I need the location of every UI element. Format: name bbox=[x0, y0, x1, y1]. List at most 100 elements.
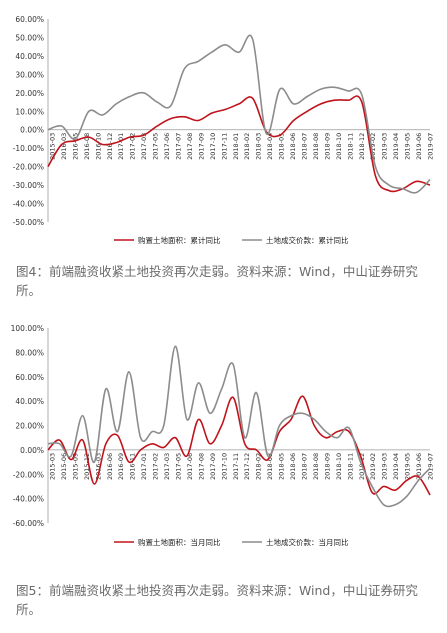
x-tick-label: 2018-05 bbox=[278, 133, 286, 160]
x-tick-label: 2017-02 bbox=[129, 133, 137, 160]
y-tick-label: 30.00% bbox=[15, 70, 44, 79]
x-tick-label: 2015-03 bbox=[48, 133, 56, 160]
y-tick-label: 60.00% bbox=[15, 15, 44, 24]
x-tick-label: 2019-02 bbox=[369, 453, 377, 480]
x-tick-label: 2019-06 bbox=[415, 453, 423, 480]
x-tick-label: 2017-05 bbox=[175, 453, 183, 480]
x-tick-label: 2019-05 bbox=[404, 133, 412, 160]
y-tick-label: 60.00% bbox=[15, 373, 44, 382]
y-tick-label: -10.00% bbox=[13, 144, 44, 153]
y-tick-label: 40.00% bbox=[15, 52, 44, 61]
chart-2: 100.00% 80.00% 60.00% 40.00% 20.00% 0.00% -20.… bbox=[6, 318, 441, 575]
y-tick-label: -60.00% bbox=[13, 519, 44, 528]
x-tick-label: 2019-04 bbox=[392, 453, 400, 480]
x-tick-label: 2019-04 bbox=[392, 133, 400, 160]
chart-1-svg: 60.00% 50.00% 40.00% 30.00% 20.00% 10.00% 0.00… bbox=[13, 15, 435, 245]
legend-label-2: 土地成交价款：累计同比 bbox=[266, 235, 349, 245]
x-tick-label: 2018-10 bbox=[335, 133, 343, 160]
y-tick-label: -40.00% bbox=[13, 495, 44, 504]
x-tick-label: 2017-09 bbox=[197, 133, 205, 160]
x-tick-label: 2017-03 bbox=[163, 453, 171, 480]
x-tick-label: 2017-08 bbox=[197, 453, 205, 480]
chart-2-caption: 图5：前端融资收紧土地投资再次走弱。资料来源：Wind，中山证券研究所。 bbox=[16, 583, 418, 617]
x-tick-label: 2017-07 bbox=[175, 133, 183, 160]
y-tick-label: 20.00% bbox=[15, 89, 44, 98]
y-tick-label: 10.00% bbox=[15, 107, 44, 116]
x-tick-label: 2018-12 bbox=[358, 133, 366, 160]
y-tick-label: -20.00% bbox=[13, 470, 44, 479]
y-tick-label: -50.00% bbox=[13, 218, 44, 227]
x-tick-label: 2018-03 bbox=[255, 133, 263, 160]
y-tick-label: -20.00% bbox=[13, 163, 44, 172]
x-tick-label: 2018-04 bbox=[266, 133, 274, 160]
x-tick-label: 2018-07 bbox=[301, 453, 309, 480]
x-tick-label: 2019-07 bbox=[427, 453, 435, 480]
x-tick-label: 2017-12 bbox=[243, 453, 251, 480]
x-tick-label: 2016-08 bbox=[83, 133, 91, 160]
x-tick-label: 2019-03 bbox=[381, 133, 389, 160]
x-tick-label: 2016-06 bbox=[106, 453, 114, 480]
x-tick-label: 2018-06 bbox=[289, 133, 297, 160]
x-tick-label: 2016-12 bbox=[106, 133, 114, 160]
legend-label-1: 购置土地面积：累计同比 bbox=[138, 235, 221, 245]
chart-1: 60.00% 50.00% 40.00% 30.00% 20.00% 10.00% 0.00… bbox=[6, 6, 441, 258]
x-tick-label: 2019-07 bbox=[427, 133, 435, 160]
legend-label-1: 购置土地面积：当月同比 bbox=[138, 537, 221, 547]
x-tick-label: 2015-06 bbox=[60, 453, 68, 480]
x-tick-label: 2017-05 bbox=[152, 133, 160, 160]
x-tick-label: 2018-11 bbox=[346, 453, 354, 480]
x-tick-label: 2016-10 bbox=[94, 133, 102, 160]
x-tick-label: 2018-10 bbox=[335, 453, 343, 480]
x-tick-label: 2019-06 bbox=[415, 133, 423, 160]
x-tick-label: 2016-03 bbox=[60, 133, 68, 160]
y-tick-label: 40.00% bbox=[15, 397, 44, 406]
x-tick-label: 2015-12 bbox=[83, 453, 91, 480]
x-tick-label: 2018-03 bbox=[266, 453, 274, 480]
x-tick-label: 2017-06 bbox=[163, 133, 171, 160]
x-tick-label: 2017-10 bbox=[209, 133, 217, 160]
x-tick-label: 2018-09 bbox=[323, 133, 331, 160]
x-tick-label: 2018-02 bbox=[255, 453, 263, 480]
x-tick-label: 2018-07 bbox=[301, 133, 309, 160]
x-tick-label: 2016-09 bbox=[117, 453, 125, 480]
x-tick-label: 2017-03 bbox=[140, 133, 148, 160]
x-tick-label: 2017-10 bbox=[220, 453, 228, 480]
x-tick-label: 2019-02 bbox=[369, 133, 377, 160]
x-tick-label: 2019-05 bbox=[404, 453, 412, 480]
x-tick-label: 2016-11 bbox=[129, 453, 137, 480]
x-tick-label: 2017-08 bbox=[186, 133, 194, 160]
x-tick-label: 2018-02 bbox=[243, 133, 251, 160]
y-tick-label: 50.00% bbox=[15, 33, 44, 42]
y-tick-label: 80.00% bbox=[15, 348, 44, 357]
series-line-2 bbox=[47, 345, 431, 508]
x-tick-label: 2018-11 bbox=[346, 133, 354, 160]
y-tick-label: 0.00% bbox=[20, 446, 44, 455]
x-tick-label: 2017-09 bbox=[209, 453, 217, 480]
y-tick-label: -40.00% bbox=[13, 200, 44, 209]
x-tick-label: 2017-01 bbox=[117, 133, 125, 160]
x-tick-label: 2018-01 bbox=[232, 133, 240, 160]
series-line-1 bbox=[47, 95, 431, 193]
chart-1-caption: 图4：前端融资收紧土地投资再次走弱。资料来源：Wind，中山证券研究所。 bbox=[16, 264, 418, 298]
x-tick-label: 2017-11 bbox=[220, 133, 228, 160]
x-tick-label: 2016-05 bbox=[71, 133, 79, 160]
chart-2-svg: 100.00% 80.00% 60.00% 40.00% 20.00% 0.00% -20.… bbox=[11, 324, 435, 547]
x-tick-label: 2017-11 bbox=[232, 453, 240, 480]
legend-label-2: 土地成交价款：当月同比 bbox=[266, 537, 349, 547]
series-line-2 bbox=[47, 34, 431, 194]
x-tick-label: 2015-03 bbox=[49, 453, 57, 480]
x-tick-label: 2015-09 bbox=[71, 453, 79, 480]
x-tick-label: 2018-08 bbox=[312, 453, 320, 480]
x-tick-label: 2018-09 bbox=[323, 453, 331, 480]
x-tick-label: 2016-03 bbox=[94, 453, 102, 480]
x-tick-label: 2017-06 bbox=[186, 453, 194, 480]
y-tick-label: 100.00% bbox=[11, 324, 44, 333]
y-tick-label: 0.00% bbox=[20, 126, 44, 135]
x-tick-label: 2018-08 bbox=[312, 133, 320, 160]
x-tick-label: 2017-01 bbox=[140, 453, 148, 480]
x-tick-label: 2018-05 bbox=[278, 453, 286, 480]
x-tick-label: 2018-06 bbox=[289, 453, 297, 480]
x-tick-label: 2017-02 bbox=[152, 453, 160, 480]
x-tick-label: 2019-03 bbox=[381, 453, 389, 480]
y-tick-label: -30.00% bbox=[13, 181, 44, 190]
